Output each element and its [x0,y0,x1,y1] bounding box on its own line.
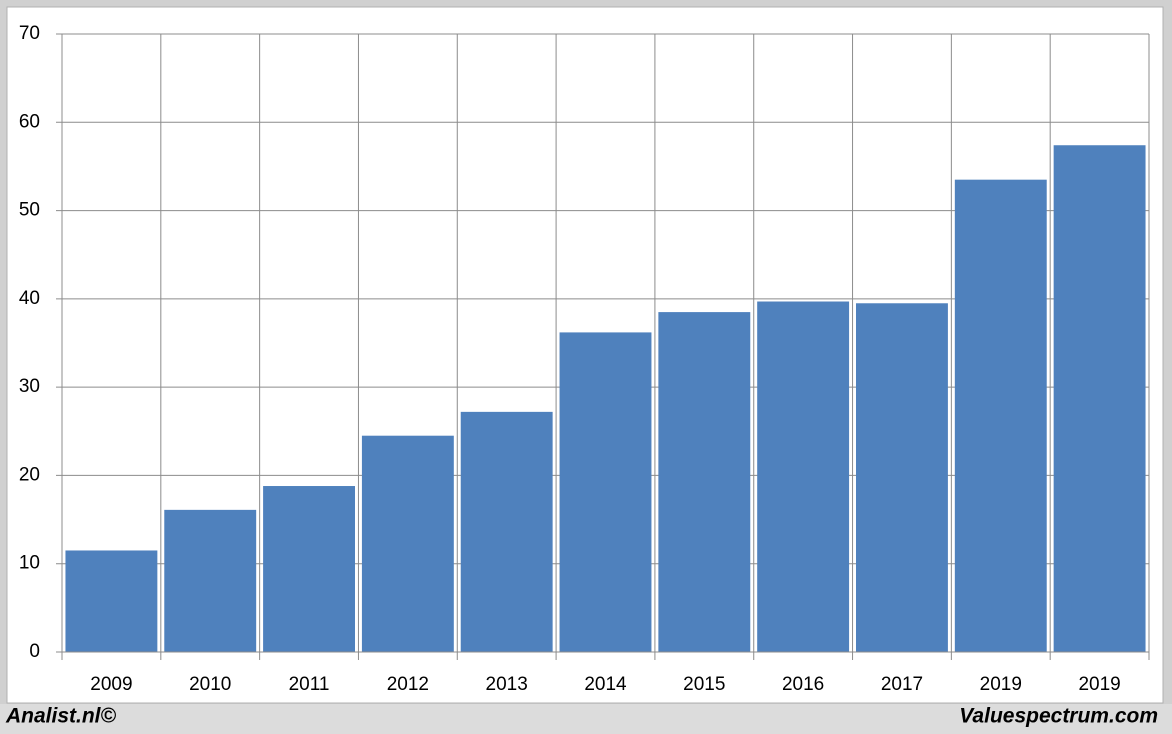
y-tick-label: 50 [19,200,40,221]
y-tick-label: 30 [19,376,40,397]
credit-left: Analist.nl© [5,705,117,728]
y-tick-label: 0 [29,641,40,662]
footer [0,704,1172,734]
bar [1053,145,1146,653]
x-tick-label: 2019 [1078,674,1120,695]
y-tick-label: 70 [19,23,40,44]
y-tick-label: 60 [19,111,40,132]
x-tick-label: 2011 [289,674,330,695]
bar [263,486,355,652]
y-tick-label: 20 [19,464,40,485]
bar [361,435,454,652]
credit-right: Valuespectrum.com [959,705,1158,728]
x-tick-label: 2012 [387,674,429,695]
x-tick-label: 2014 [584,674,627,695]
x-tick-label: 2017 [881,674,923,695]
bar [460,411,553,652]
bar [164,509,257,652]
x-tick-label: 2013 [486,674,528,695]
y-tick-label: 40 [19,288,40,309]
bar [856,303,948,652]
bar [757,301,850,652]
x-tick-label: 2016 [782,674,824,695]
bar [954,179,1047,652]
y-tick-label: 10 [19,553,40,574]
bar [65,550,158,652]
x-tick-label: 2019 [980,674,1022,695]
x-tick-label: 2010 [189,674,231,695]
x-tick-label: 2015 [683,674,725,695]
bar [559,332,652,652]
x-tick-label: 2009 [90,674,132,695]
bar [658,312,751,652]
